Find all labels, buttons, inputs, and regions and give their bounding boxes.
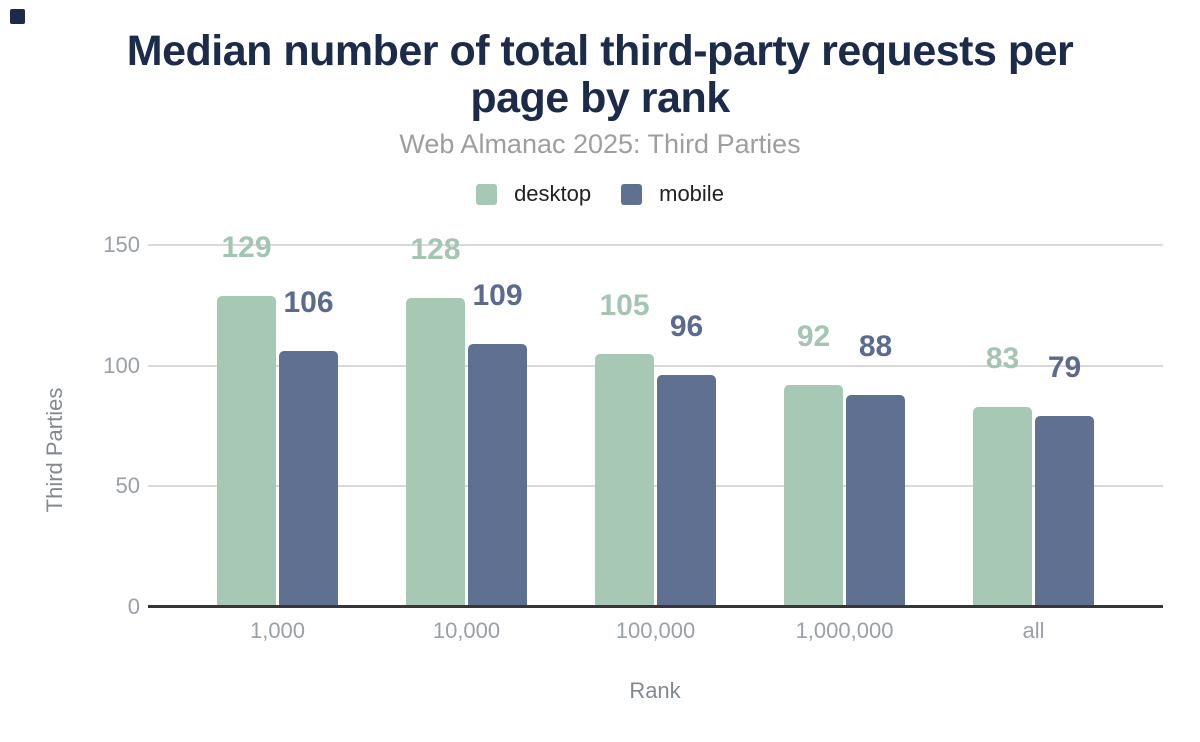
bar-mobile-1000000 [846,394,905,607]
legend-label-mobile: mobile [659,181,724,206]
legend-item-desktop: desktop [476,181,591,207]
x-axis-category-label-10000: 10,000 [432,618,501,643]
y-axis-tick-label-0: 0 [127,594,140,619]
data-label-desktop-1000000: 92 [796,319,831,353]
x-axis-line [148,605,1163,608]
x-axis-category-label-1000: 1,000 [249,618,306,643]
bar-desktop-1000000 [784,384,843,607]
data-label-desktop-100000: 105 [599,288,650,322]
y-axis-tick-label-100: 100 [103,352,140,378]
corner-mark [10,9,25,24]
gridline-100 [148,364,1163,367]
y-axis-tick-label-150: 150 [103,232,140,257]
bar-mobile-all [1035,416,1094,607]
data-label-mobile-10000: 109 [472,278,523,312]
data-label-desktop-1000: 129 [221,230,272,264]
bar-mobile-1000 [279,351,338,607]
data-label-mobile-all: 79 [1047,351,1082,385]
x-axis-category-label-all: all [1022,618,1045,643]
bar-mobile-100000 [657,375,716,607]
data-label-mobile-1000: 106 [283,286,334,320]
data-label-desktop-10000: 128 [410,233,461,267]
gridline-50 [148,485,1163,488]
bar-desktop-10000 [406,298,465,607]
bar-desktop-1000 [217,295,276,607]
x-axis-title: Rank [629,678,681,703]
bar-mobile-10000 [468,343,527,607]
y-axis-tick-label-50: 50 [115,473,140,499]
bar-desktop-100000 [595,353,654,607]
y-axis-title: Third Parties [42,387,67,513]
data-label-desktop-all: 83 [985,341,1020,375]
chart-title: Median number of total third-party reque… [0,27,1200,123]
chart-subtitle: Web Almanac 2025: Third Parties [399,129,801,159]
chart-title-line-2: page by rank [470,74,730,123]
x-axis-category-label-100000: 100,000 [615,618,696,643]
desktop-swatch-icon [476,183,498,205]
data-label-mobile-100000: 96 [669,310,704,344]
mobile-swatch-icon [621,183,643,205]
gridline-150 [148,244,1163,246]
chart-title-line-1: Median number of total third-party reque… [126,27,1074,75]
legend-item-mobile: mobile [621,181,724,207]
data-label-mobile-1000000: 88 [858,329,893,363]
bar-desktop-all [973,406,1032,607]
legend-label-desktop: desktop [514,181,592,206]
legend: desktop mobile [0,181,1200,207]
x-axis-category-label-1000000: 1,000,000 [795,618,894,643]
